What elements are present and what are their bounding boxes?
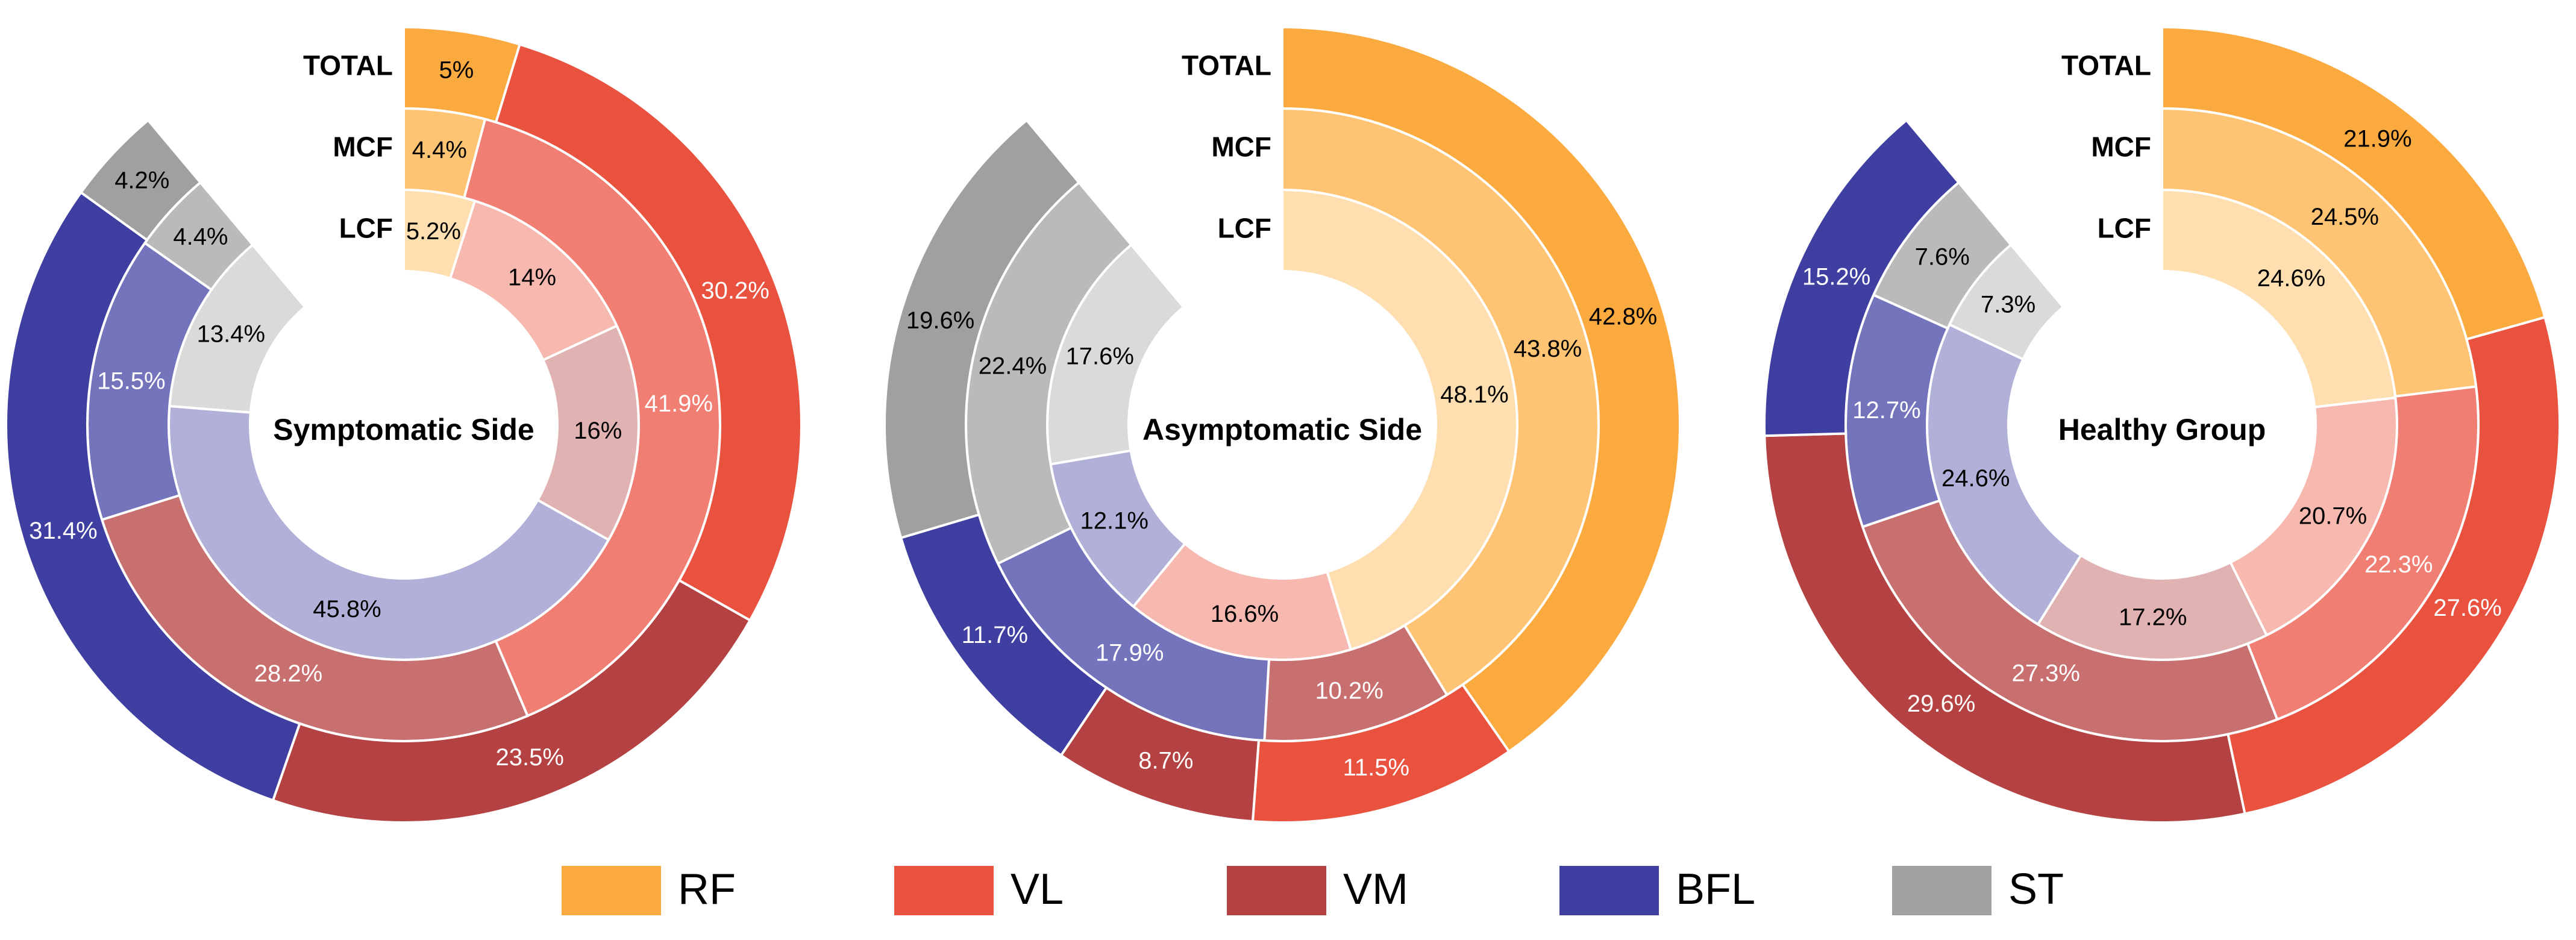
value-label-lcf-rf: 48.1% [1440, 381, 1508, 408]
legend-label-vm: VM [1343, 865, 1408, 913]
donut-chart-3: 24.6%20.7%17.2%24.6%7.3%LCF 24.5%22.3%27.… [1763, 25, 2561, 824]
ring-label-total: TOTAL [303, 50, 393, 81]
segment-total-vm [1763, 432, 2246, 824]
value-label-total-bfl: 11.7% [962, 622, 1028, 648]
ring-label-mcf: MCF [2091, 131, 2151, 163]
legend-label-vl: VL [1011, 865, 1064, 913]
value-label-lcf-vm: 17.2% [2119, 604, 2187, 631]
chart-title: Asymptomatic Side [1142, 413, 1422, 446]
ring-label-lcf: LCF [1218, 213, 1271, 244]
segment-total-st [883, 118, 1081, 540]
legend-swatch-rf [562, 866, 661, 915]
value-label-mcf-bfl: 15.5% [97, 368, 165, 394]
value-label-total-vl: 27.6% [2433, 595, 2501, 621]
legend-label-bfl: BFL [1676, 865, 1755, 913]
value-label-total-rf: 42.8% [1589, 304, 1657, 330]
value-label-mcf-vm: 10.2% [1315, 677, 1383, 704]
legend-swatch-bfl [1559, 866, 1659, 915]
segment-total-vl [494, 43, 803, 622]
value-label-total-st: 19.6% [906, 307, 974, 334]
value-label-mcf-st: 7.6% [1915, 243, 1970, 270]
segment-total-vl [2227, 316, 2561, 815]
value-label-mcf-vl: 22.3% [2364, 551, 2433, 578]
segment-total-bfl [5, 190, 301, 802]
value-label-total-vm: 23.5% [496, 744, 564, 771]
legend: RF VL VM BFL ST [562, 865, 2064, 915]
ring-label-mcf: MCF [1211, 131, 1271, 163]
value-label-lcf-vl: 14% [508, 264, 556, 290]
value-label-total-vl: 30.2% [701, 278, 769, 304]
value-label-mcf-bfl: 12.7% [1852, 397, 1920, 424]
value-label-lcf-bfl: 24.6% [1941, 465, 2010, 492]
value-label-total-bfl: 15.2% [1802, 264, 1870, 290]
legend-swatch-st [1892, 866, 1992, 915]
ring-label-total: TOTAL [1182, 50, 1271, 81]
value-label-total-vm: 8.7% [1138, 748, 1193, 774]
value-label-total-st: 4.2% [114, 167, 169, 193]
value-label-mcf-rf: 24.5% [2311, 204, 2379, 230]
value-label-total-bfl: 31.4% [29, 518, 97, 544]
value-label-lcf-st: 13.4% [197, 321, 265, 348]
value-label-mcf-rf: 43.8% [1514, 336, 1582, 362]
legend-label-st: ST [2008, 865, 2064, 913]
value-label-mcf-rf: 4.4% [412, 137, 467, 163]
value-label-total-rf: 21.9% [2343, 125, 2411, 152]
legend-swatch-vm [1227, 866, 1326, 915]
value-label-lcf-rf: 5.2% [406, 218, 461, 245]
segment-total-st [79, 118, 202, 242]
value-label-mcf-st: 22.4% [979, 352, 1047, 379]
ring-label-total: TOTAL [2061, 50, 2151, 81]
value-label-lcf-bfl: 45.8% [313, 596, 381, 622]
value-label-mcf-bfl: 17.9% [1095, 640, 1164, 666]
donut-chart-1: 5.2% 14% 16% 45.8% 13.4% LCF 4.4% 41.9% 28.2% 15.… [5, 25, 803, 824]
value-label-mcf-vl: 41.9% [645, 390, 713, 417]
segment-total-bfl [1763, 118, 1961, 437]
legend-swatch-vl [894, 866, 994, 915]
value-label-lcf-rf: 24.6% [2257, 265, 2325, 292]
value-label-mcf-vm: 27.3% [2012, 660, 2080, 686]
value-label-total-vm: 29.6% [1907, 691, 1975, 717]
ring-label-lcf: LCF [2098, 213, 2151, 244]
chart-title: Symptomatic Side [273, 413, 534, 446]
value-label-lcf-vm: 16% [574, 418, 622, 444]
value-label-lcf-vl: 20.7% [2299, 503, 2367, 529]
value-label-lcf-st: 17.6% [1066, 343, 1134, 369]
segment-total-rf [1281, 25, 1682, 753]
value-label-lcf-vl: 16.6% [1211, 601, 1279, 627]
chart-title: Healthy Group [2058, 413, 2266, 446]
donut-chart-2: 48.1% 16.6% 12.1% 17.6% LCF 43.8% 10.2% 17.9% 22… [883, 25, 1682, 824]
ring-label-lcf: LCF [339, 213, 393, 244]
value-label-lcf-st: 7.3% [1981, 292, 2035, 318]
value-label-total-vl: 11.5% [1343, 754, 1409, 781]
legend-label-rf: RF [678, 865, 736, 913]
value-label-total-rf: 5% [439, 57, 474, 84]
value-label-mcf-vm: 28.2% [254, 660, 322, 687]
value-label-lcf-bfl: 12.1% [1080, 508, 1148, 534]
value-label-mcf-st: 4.4% [173, 224, 228, 250]
ring-label-mcf: MCF [333, 131, 393, 163]
